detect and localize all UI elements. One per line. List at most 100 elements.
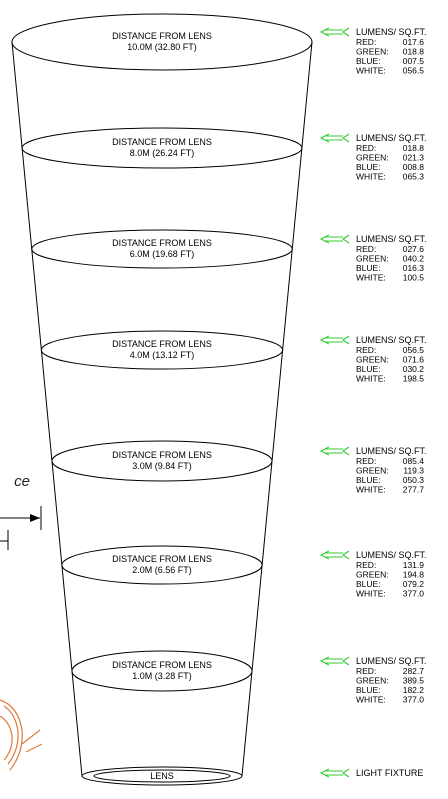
reading-value: 194.8 [403,570,425,580]
lumen-readout-block: LUMENS/ SQ.FT.RED: 056.5 GREEN: 071.6 BLUE: 0… [319,335,427,384]
reading-name: RED: [356,345,376,355]
reading-value: 277.7 [403,485,425,495]
lumens-header: LUMENS/ SQ.FT. [356,27,427,37]
lumen-readout-block: LUMENS/ SQ.FT.RED: 131.9 GREEN: 194.8 BLUE: 0… [319,550,427,599]
ring-distance-title: DISTANCE FROM LENS [112,238,212,248]
lens-outer-ellipse [81,766,243,786]
reading-name: WHITE: [356,66,386,76]
lens-label: LENS [150,771,174,781]
arrow-left-icon [319,234,350,244]
arrow-left-icon [319,27,350,37]
lens-group: LENS [81,766,243,786]
cone-left-edge [11,41,83,777]
arrow-left-icon [319,446,350,456]
reading-name: GREEN: [356,570,389,580]
reading-value: 071.6 [403,355,425,365]
ring-ellipse [21,127,303,169]
ring-distance-value: 1.0M (3.28 FT) [132,671,192,681]
reading-name: GREEN: [356,47,389,57]
lumen-readout-block: LUMENS/ SQ.FT.RED: 027.6 GREEN: 040.2 BLUE: 0… [319,234,427,283]
reading-name: BLUE: [356,162,381,172]
reading-name: WHITE: [356,695,386,705]
reading-name: WHITE: [356,374,386,384]
reading-value: 100.5 [403,273,425,283]
lens-inner-ellipse [93,769,231,783]
light-fixture-pointer: LIGHT FIXTURE [319,768,423,778]
lumen-readout-block: LUMENS/ SQ.FT.RED: 282.7 GREEN: 389.5 BLUE: 1… [319,656,427,705]
arrow-left-icon [319,550,350,560]
reading-name: RED: [356,666,376,676]
reading-name: BLUE: [356,685,381,695]
reading-name: WHITE: [356,172,386,182]
reading-value: 017.6 [403,37,425,47]
reading-name: WHITE: [356,589,386,599]
reading-value: 079.2 [403,579,425,589]
reading-value: 040.2 [403,254,425,264]
reading-value: 282.7 [403,666,425,676]
reading-value: 050.3 [403,475,425,485]
reading-name: BLUE: [356,56,381,66]
reading-value: 018.8 [403,143,425,153]
reading-value: 065.3 [403,172,425,182]
ring-distance-title: DISTANCE FROM LENS [112,339,212,349]
lumen-readout-block: LUMENS/ SQ.FT.RED: 018.8 GREEN: 021.3 BLUE: 0… [319,133,427,182]
reading-name: GREEN: [356,254,389,264]
reading-value: 018.8 [403,47,425,57]
ring-distance-value: 2.0M (6.56 FT) [132,565,192,575]
reading-name: RED: [356,244,376,254]
arrow-left-icon [319,656,350,666]
ring-ellipse [51,440,273,482]
reading-value: 030.2 [403,364,425,374]
lumens-header: LUMENS/ SQ.FT. [356,133,427,143]
reading-name: WHITE: [356,485,386,495]
lumens-header: LUMENS/ SQ.FT. [356,656,427,666]
reading-name: GREEN: [356,466,389,476]
arrow-left-icon [319,335,350,345]
reading-value: 198.5 [403,374,425,384]
arrow-left-icon [319,133,350,143]
ring-ellipse [71,650,253,692]
reading-name: RED: [356,143,376,153]
reading-value: 056.5 [403,345,425,355]
reading-value: 016.3 [403,263,425,273]
ring-distance-title: DISTANCE FROM LENS [112,554,212,564]
cone-right-edge [241,41,313,777]
ring-distance-value: 6.0M (19.68 FT) [130,249,195,259]
ring-ellipse [61,545,263,585]
ring-ellipse [31,229,293,269]
ring-ellipse [11,13,313,71]
reading-value: 085.4 [403,456,425,466]
ring-ellipse [40,330,284,370]
reading-name: BLUE: [356,263,381,273]
lumens-header: LUMENS/ SQ.FT. [356,335,427,345]
reading-value: 021.3 [403,153,425,163]
reading-name: GREEN: [356,355,389,365]
reading-name: RED: [356,560,376,570]
reading-value: 027.6 [403,244,425,254]
lumens-header: LUMENS/ SQ.FT. [356,234,427,244]
lumen-readout-block: LUMENS/ SQ.FT.RED: 017.6 GREEN: 018.8 BLUE: 0… [319,27,427,76]
reading-name: BLUE: [356,364,381,374]
reading-value: 007.5 [403,56,425,66]
ring-distance-value: 8.0M (26.24 FT) [130,148,195,158]
light-fixture-label: LIGHT FIXTURE [356,768,423,778]
reading-value: 182.2 [403,685,425,695]
partial-caption-text: ce [14,473,30,490]
logo-fragment-icon [0,699,43,771]
ring-distance-title: DISTANCE FROM LENS [112,137,212,147]
reading-value: 389.5 [403,676,425,686]
reading-name: WHITE: [356,273,386,283]
reading-value: 131.9 [403,560,425,570]
lumens-header: LUMENS/ SQ.FT. [356,446,427,456]
reading-value: 056.5 [403,66,425,76]
